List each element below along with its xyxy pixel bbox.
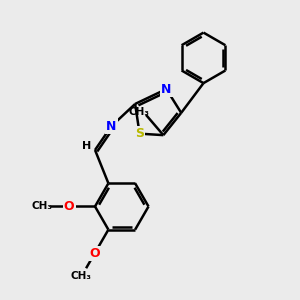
Text: N: N [106, 120, 116, 133]
Text: N: N [161, 82, 172, 96]
Text: H: H [82, 141, 91, 152]
Text: O: O [64, 200, 74, 213]
Text: S: S [135, 127, 144, 140]
Text: CH₃: CH₃ [71, 272, 92, 281]
Text: CH₃: CH₃ [128, 107, 149, 117]
Text: CH₃: CH₃ [31, 202, 52, 212]
Text: O: O [89, 247, 100, 260]
